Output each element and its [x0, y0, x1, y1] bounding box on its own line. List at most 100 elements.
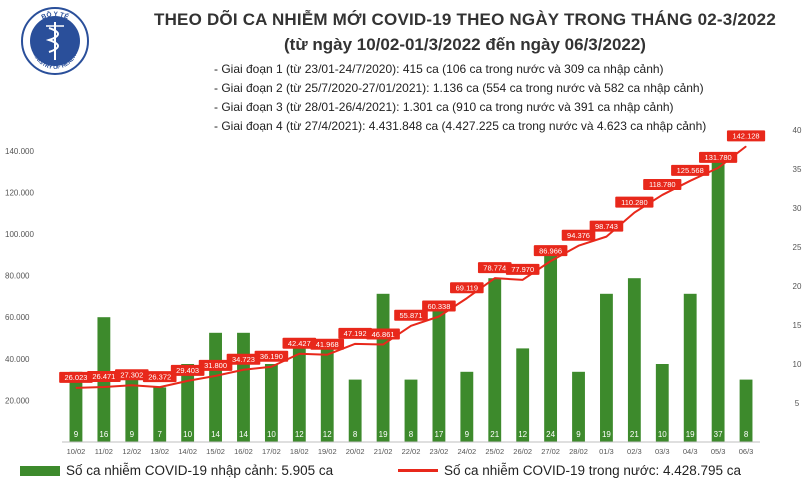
y-right-tick-label: 10	[793, 360, 802, 369]
line-value-label: 34.723	[232, 355, 255, 364]
line-value-label: 118.780	[649, 180, 676, 189]
bar-value-label: 8	[744, 430, 749, 439]
line-point	[522, 279, 524, 281]
bar	[655, 364, 669, 442]
bar	[153, 387, 167, 442]
bar-value-label: 19	[686, 430, 695, 439]
line-value-label: 26.372	[148, 372, 171, 381]
line-point	[550, 260, 552, 262]
chart-title: THEO DÕI CA NHIỄM MỚI COVID-19 THEO NGÀY…	[154, 10, 776, 29]
bar-value-label: 9	[130, 430, 135, 439]
line-point	[605, 236, 607, 238]
bar-value-label: 8	[353, 430, 358, 439]
line-value-label: 98.743	[595, 222, 618, 231]
line-value-label: 142.128	[732, 132, 759, 141]
line-value-label: 78.774	[483, 263, 506, 272]
x-tick-label: 12/02	[122, 447, 141, 456]
line-value-label-box	[533, 245, 568, 257]
line-point	[717, 167, 719, 169]
bar-value-label: 16	[99, 430, 108, 439]
line-value-label: 42.427	[288, 339, 311, 348]
x-tick-label: 02/3	[627, 447, 642, 456]
bar	[544, 254, 558, 442]
x-tick-label: 23/02	[430, 447, 449, 456]
bar	[320, 348, 334, 442]
line-point	[103, 386, 105, 388]
y-right-tick-label: 35	[793, 165, 802, 174]
line-point	[131, 384, 133, 386]
phase-note-1: - Giai đoạn 1 (từ 23/01-24/7/2020): 415 …	[214, 62, 664, 76]
line-point	[159, 386, 161, 388]
bar-value-label: 14	[211, 430, 220, 439]
bar	[572, 371, 585, 442]
bar	[69, 371, 83, 442]
line-value-label-box	[726, 130, 766, 142]
line-point	[633, 212, 635, 214]
bar	[683, 293, 697, 442]
line-point	[298, 353, 300, 355]
phase-notes: - Giai đoạn 1 (từ 23/01-24/7/2020): 415 …	[214, 60, 706, 136]
line-value-label-box	[338, 327, 372, 339]
line-value-label: 46.861	[372, 330, 395, 339]
line-value-label-box	[170, 364, 205, 376]
line-value-label-box	[699, 151, 738, 163]
bar-value-label: 9	[465, 430, 470, 439]
line-value-label: 77.970	[511, 265, 534, 274]
line-value-label-box	[254, 350, 289, 362]
legend-swatch-line	[398, 469, 438, 472]
line-value-label-box	[615, 196, 654, 208]
bar-value-label: 24	[546, 430, 555, 439]
bar-value-label: 10	[183, 430, 192, 439]
x-tick-label: 16/02	[234, 447, 253, 456]
bar	[460, 371, 474, 442]
line-value-label-box	[226, 353, 261, 365]
line-point	[382, 344, 384, 346]
y-left-tick-label: 80.000	[5, 272, 30, 281]
line-point	[242, 369, 244, 371]
line-point	[354, 343, 356, 345]
x-tick-label: 10/02	[67, 447, 86, 456]
x-tick-label: 15/02	[206, 447, 225, 456]
legend-item-bars: Số ca nhiễm COVID-19 nhập cảnh: 5.905 ca	[20, 463, 333, 478]
legend-swatch-bars	[20, 465, 60, 476]
line-point	[187, 380, 189, 382]
line-value-label: 131.780	[705, 153, 732, 162]
line-point	[745, 145, 747, 147]
bar-value-label: 7	[157, 430, 162, 439]
bar-value-label: 12	[323, 430, 332, 439]
legend-item-line: Số ca nhiễm COVID-19 trong nước: 4.428.7…	[398, 463, 741, 478]
bar	[739, 379, 753, 442]
bar	[627, 278, 641, 442]
x-tick-label: 22/02	[402, 447, 421, 456]
bar-value-label: 9	[74, 430, 79, 439]
x-tick-label: 06/3	[739, 447, 754, 456]
phase-note-4: - Giai đoạn 4 (từ 27/4/2021): 4.431.848 …	[214, 119, 707, 133]
line-value-label-box	[310, 338, 345, 350]
y-right-tick-label: 25	[793, 243, 802, 252]
y-left-tick-label: 140.000	[5, 147, 34, 156]
bar	[516, 348, 530, 442]
line-value-label: 86.966	[539, 246, 562, 255]
x-tick-label: 01/3	[599, 447, 614, 456]
bar-value-label: 21	[630, 430, 639, 439]
line-value-label-box	[366, 328, 400, 340]
x-tick-label: 24/02	[457, 447, 476, 456]
line-point	[494, 277, 496, 279]
line-value-label-box	[422, 300, 456, 312]
x-tick-label: 14/02	[178, 447, 197, 456]
bar	[600, 293, 613, 442]
chart-subtitle: (từ ngày 10/02-01/3/2022 đến ngày 06/3/2…	[284, 35, 646, 54]
x-tick-label: 20/02	[346, 447, 365, 456]
line-point	[326, 354, 328, 356]
bar-value-label: 10	[267, 430, 276, 439]
line-point	[689, 180, 691, 182]
line-point	[466, 297, 468, 299]
ministry-of-health-logo: BỘ Y TẾ MINISTRY OF HEALTH	[21, 7, 89, 75]
bar-value-label: 8	[409, 430, 414, 439]
y-right-tick-label: 15	[793, 321, 802, 330]
line-point	[661, 194, 663, 196]
y-right-tick-label: 20	[793, 282, 802, 291]
x-tick-label: 11/02	[95, 447, 113, 456]
bar	[376, 293, 390, 442]
